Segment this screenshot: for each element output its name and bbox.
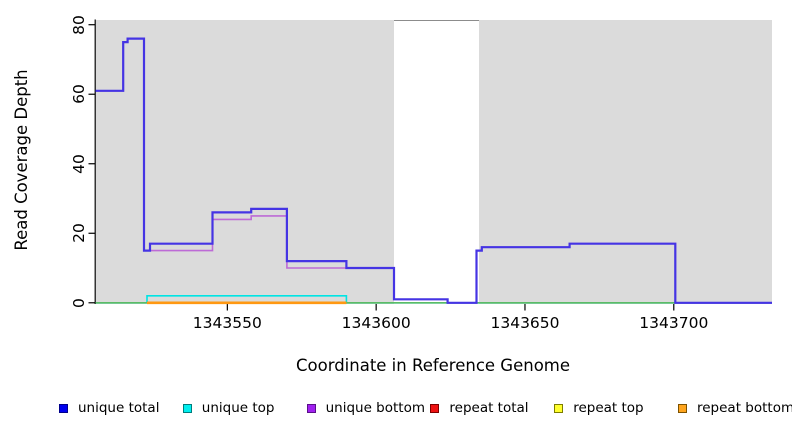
x-tick-label: 1343650	[490, 314, 560, 332]
y-tick-label: 80	[70, 14, 88, 35]
series-unique-total-line	[95, 37, 772, 304]
x-tick-label: 1343600	[341, 314, 411, 332]
x-tick-label: 1343700	[639, 314, 709, 332]
legend-swatch-icon	[306, 404, 316, 413]
y-tick-label: 60	[70, 84, 88, 105]
axes	[88, 19, 675, 311]
y-tick-label: 20	[70, 223, 88, 244]
legend-label: repeat total	[449, 400, 529, 416]
legend-swatch-icon	[678, 404, 687, 413]
y-tick-label: 0	[70, 297, 88, 308]
reference-gap-region	[394, 19, 479, 304]
x-axis-title: Coordinate in Reference Genome	[295, 356, 571, 375]
legend-label: unique top	[201, 400, 275, 416]
legend-label: repeat top	[573, 400, 644, 416]
legend-label: unique total	[78, 400, 160, 416]
y-axis-title: Read Coverage Depth	[12, 69, 31, 251]
legend-swatch-icon	[59, 404, 68, 413]
y-tick-label: 40	[70, 153, 88, 174]
legend-swatch-icon	[430, 404, 440, 413]
legend-label: unique bottom	[325, 400, 426, 416]
legend-swatch-icon	[182, 404, 192, 413]
series-unique-bottom-line	[95, 37, 772, 304]
legend-swatch-icon	[554, 404, 564, 413]
legend-label: repeat bottom	[697, 400, 792, 416]
series-lines	[95, 37, 772, 305]
x-tick-label: 1343550	[192, 314, 262, 332]
